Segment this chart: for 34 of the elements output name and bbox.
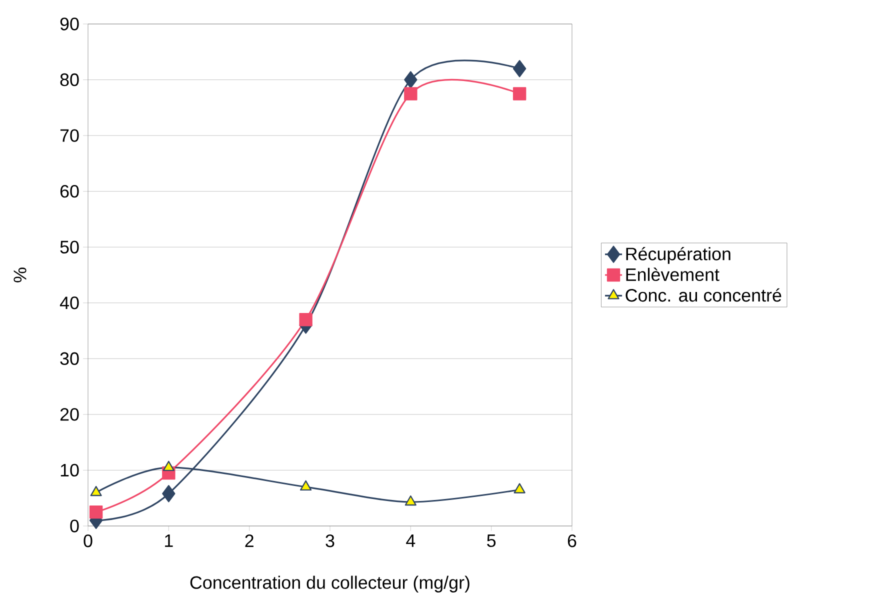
legend-label: Enlèvement [626,268,720,282]
x-tick-label: 2 [245,534,254,548]
y-axis-title: % [14,268,26,282]
legend-label: Conc. au concentré [626,288,782,302]
y-tick-label: 40 [60,296,79,310]
x-tick-label: 1 [165,534,173,547]
point [300,480,312,491]
x-tick-label: 3 [326,534,334,548]
point [512,60,526,78]
point [162,460,174,472]
point [89,505,103,519]
point [404,87,418,100]
y-tick-label: 10 [60,464,79,477]
y-tick-label: 20 [60,408,79,421]
x-tick-label: 5 [487,534,496,548]
point [90,486,102,496]
x-tick-label: 0 [84,534,92,548]
y-tick-label: 80 [60,73,79,86]
point [162,485,176,502]
x-tick-label: 4 [406,534,416,547]
point [514,483,526,494]
x-axis-title: Concentration du collecteur (mg/gr) [190,576,470,592]
y-tick-label: 70 [60,129,79,142]
point [404,71,418,88]
point [404,495,416,506]
legend-label: Récupération [626,246,730,264]
x-tick-label: 6 [568,534,576,548]
y-tick-label: 0 [70,520,79,532]
point [512,87,526,100]
y-tick-label: 30 [60,352,79,365]
y-tick-label: 90 [60,18,79,30]
point [299,313,312,326]
y-tick-label: 60 [60,184,79,198]
y-tick-label: 50 [60,240,79,254]
